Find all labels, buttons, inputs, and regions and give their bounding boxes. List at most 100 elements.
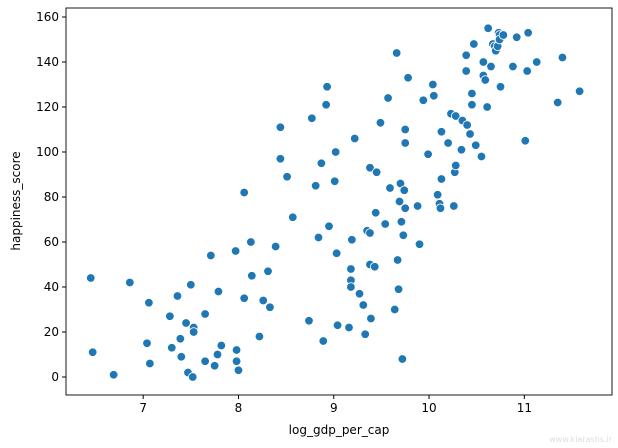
point [144,298,154,308]
point [282,172,292,182]
y-tick-label: 40 [44,280,59,294]
point [231,345,242,355]
point [462,120,472,130]
point [412,201,423,211]
point [188,372,198,382]
plot-frame [65,7,613,396]
x-axis-label: log_gdp_per_cap [289,423,390,437]
point [385,183,395,193]
point [366,313,376,324]
point [200,356,210,366]
y-tick-label: 0 [51,370,59,384]
point [239,187,249,198]
point [436,127,447,137]
point [188,327,199,337]
point [346,282,356,292]
point [390,304,400,315]
point [380,219,390,229]
point [247,271,257,281]
point [254,331,265,342]
point [167,343,177,353]
point [347,235,357,245]
point [230,246,241,256]
point [471,140,481,150]
x-tick-label: 7 [139,401,147,415]
point [186,280,196,290]
point [383,93,393,103]
point [246,237,256,247]
point [332,320,343,330]
point [508,61,518,72]
point [532,57,542,67]
point [423,149,433,159]
point [275,122,286,132]
point [216,340,227,351]
point [318,336,328,346]
point [435,203,446,213]
point [375,118,386,128]
point [398,230,409,240]
point [399,185,409,195]
point [397,354,408,364]
point [371,167,382,177]
y-tick-label: 60 [44,235,59,249]
point [486,61,496,72]
point [557,52,568,63]
point [145,358,155,369]
point [483,23,493,33]
point [449,201,459,211]
point [451,160,461,171]
point [523,28,533,38]
point [360,329,370,339]
x-tick-label: 10 [421,401,436,415]
point [209,361,220,371]
point [200,309,210,319]
point [206,250,216,261]
point [574,86,585,96]
point [288,212,298,222]
watermark: www.kiarashs.ir [549,435,613,444]
point [310,181,321,191]
point [344,322,354,333]
point [392,255,403,265]
point [358,300,368,310]
point [258,295,268,306]
point [370,208,381,218]
point [125,277,135,288]
point [304,316,314,326]
point [456,145,467,155]
point [330,176,340,186]
point [436,174,447,184]
point [495,82,506,92]
point [108,370,119,380]
point [400,203,410,213]
point [498,30,509,40]
point [233,365,244,375]
point [330,147,341,157]
point [165,311,175,321]
y-tick-label: 80 [44,190,59,204]
point [461,66,471,76]
y-axis-label: happiness_score [9,151,23,250]
y-tick-label: 120 [36,100,59,114]
point [354,289,365,299]
y-tick-label: 100 [36,145,59,159]
point [212,349,223,360]
x-tick-label: 8 [235,401,243,415]
point [393,284,404,294]
point [391,48,402,58]
point [350,133,360,144]
point [429,91,439,101]
x-tick-label: 9 [330,401,338,415]
point [175,334,186,344]
point [181,318,191,328]
point [512,32,522,42]
point [275,154,286,164]
point [365,163,375,173]
point [270,241,281,252]
point [346,264,356,274]
point [231,356,242,366]
point [403,73,413,83]
point [86,273,96,283]
point [87,347,98,357]
